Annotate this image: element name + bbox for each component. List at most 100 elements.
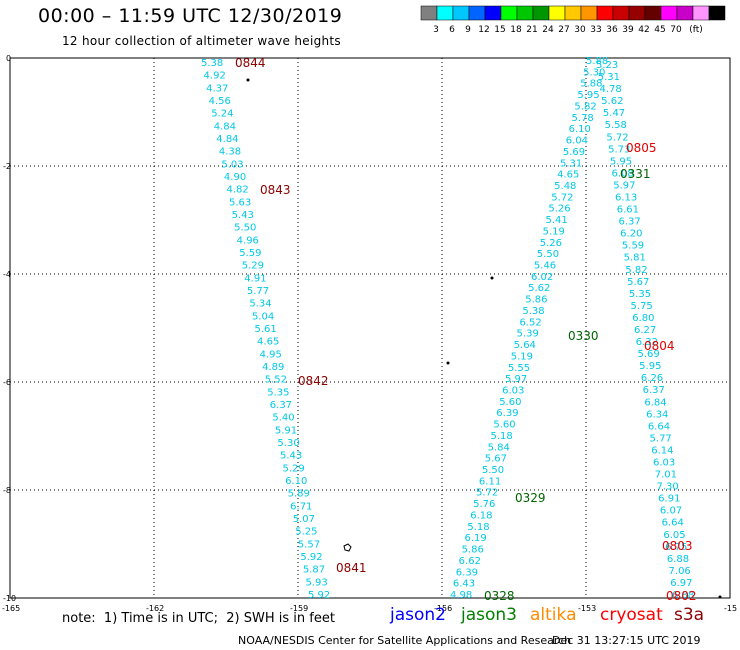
wave-height-value: 6.08 xyxy=(612,168,634,179)
wave-height-value: 6.37 xyxy=(618,217,640,228)
wave-height-value: 5.97 xyxy=(613,180,635,191)
wave-height-value: 4.89 xyxy=(262,362,284,373)
wave-height-value: 6.61 xyxy=(617,205,639,216)
wave-height-value: 5.18 xyxy=(491,431,513,442)
wave-height-value: 5.38 xyxy=(522,306,544,317)
island-mark xyxy=(490,276,494,280)
time-label: 0803 xyxy=(662,539,693,553)
satellite-cryosat: cryosat xyxy=(600,605,663,625)
wave-height-value: 4.90 xyxy=(224,172,246,183)
wave-height-value: 6.10 xyxy=(285,476,307,487)
x-tick-label: -159 xyxy=(290,604,308,613)
scale-label: 36 xyxy=(606,25,618,35)
wave-height-value: 4.37 xyxy=(206,83,228,94)
scale-label: (ft) xyxy=(689,25,703,35)
wave-height-value: 5.72 xyxy=(606,132,628,143)
wave-height-value: 4.82 xyxy=(226,185,248,196)
wave-height-value: 6.91 xyxy=(658,494,680,505)
time-label: 0842 xyxy=(298,374,329,388)
wave-height-value: 7.30 xyxy=(656,482,678,493)
wave-height-value: 5.52 xyxy=(265,375,287,386)
scale-label: 27 xyxy=(558,25,569,35)
wave-height-value: 5.81 xyxy=(624,253,646,264)
wave-height-value: 5.29 xyxy=(283,463,305,474)
wave-height-value: 5.75 xyxy=(631,301,653,312)
wave-height-value: 7.06 xyxy=(669,566,691,577)
time-label: 0844 xyxy=(235,56,266,70)
wave-height-value: 6.19 xyxy=(464,533,486,544)
wave-height-value: 4.91 xyxy=(244,273,266,284)
wave-height-value: 5.77 xyxy=(650,433,672,444)
wave-height-value: 5.26 xyxy=(548,204,570,215)
wave-height-value: 5.03 xyxy=(221,159,243,170)
wave-height-value: 6.39 xyxy=(496,408,518,419)
wave-height-value: 5.82 xyxy=(574,101,596,112)
time-label: 0329 xyxy=(515,491,546,505)
wave-height-value: 6.34 xyxy=(646,409,668,420)
wave-height-value: 5.62 xyxy=(601,96,623,107)
scale-label: 42 xyxy=(638,25,649,35)
wave-height-value: 6.97 xyxy=(670,578,692,589)
wave-height-value: 5.55 xyxy=(508,363,530,374)
scale-label: 39 xyxy=(622,25,634,35)
wave-height-value: 6.71 xyxy=(290,501,312,512)
wave-height-value: 6.37 xyxy=(643,385,665,396)
satellite-jason2: jason2 xyxy=(390,605,446,625)
wave-height-value: 6.52 xyxy=(519,317,541,328)
wave-height-value: 5.57 xyxy=(298,539,320,550)
wave-height-value: 6.05 xyxy=(663,530,685,541)
wave-height-value: 5.73 xyxy=(608,144,630,155)
x-tick-label: -156 xyxy=(434,604,452,613)
wave-height-value: 5.60 xyxy=(499,397,521,408)
wave-height-value: 6.43 xyxy=(453,579,475,590)
scale-label: 9 xyxy=(465,25,471,35)
wave-height-value: 5.88 xyxy=(580,79,602,90)
scale-label: 24 xyxy=(542,25,554,35)
scale-swatch xyxy=(708,5,726,21)
wave-height-value: 5.40 xyxy=(272,413,294,424)
wave-height-value: 5.60 xyxy=(493,420,515,431)
satellite-altika: altika xyxy=(530,605,577,625)
y-tick-label: 0 xyxy=(6,54,11,63)
scale-label: 12 xyxy=(478,25,489,35)
wave-height-value: 6.75 xyxy=(665,542,687,553)
wave-height-value: 5.18 xyxy=(467,522,489,533)
y-tick-label: -4 xyxy=(3,270,11,279)
wave-height-value: 5.61 xyxy=(255,324,277,335)
wave-height-value: 4.78 xyxy=(599,84,621,95)
wave-height-value: 6.39 xyxy=(456,567,478,578)
wave-height-value: 5.89 xyxy=(288,489,310,500)
wave-height-value: 6.27 xyxy=(634,325,656,336)
wave-height-value: 5.07 xyxy=(293,514,315,525)
island-mark xyxy=(246,78,250,82)
wave-height-value: 5.38 xyxy=(201,58,223,69)
time-label: 0804 xyxy=(644,339,675,353)
color-scale-legend: 3 6 9 12 15 18 21 24 27 30 33 36 39 42 45 70 (ft) xyxy=(420,5,726,35)
wave-height-value: 6.84 xyxy=(644,397,666,408)
wave-height-value: 5.30 xyxy=(277,438,299,449)
wave-height-value: 5.50 xyxy=(234,223,256,234)
time-label: 0805 xyxy=(626,141,657,155)
wave-height-value: 5.69 xyxy=(563,147,585,158)
time-label: 0331 xyxy=(620,167,651,181)
scale-label: 45 xyxy=(654,25,665,35)
wave-height-value: 6.26 xyxy=(641,373,663,384)
wave-height-value: 4.38 xyxy=(219,147,241,158)
wave-height-value: 6.03 xyxy=(502,385,524,396)
wave-height-value: 5.41 xyxy=(545,215,567,226)
wave-height-value: 4.95 xyxy=(260,349,282,360)
wave-height-value: 5.67 xyxy=(627,277,649,288)
wave-height-value: 5.93 xyxy=(305,577,327,588)
wave-height-value: 5.50 xyxy=(482,465,504,476)
wave-height-value: 5.95 xyxy=(610,156,632,167)
satellite-jason3: jason3 xyxy=(461,605,517,625)
wave-height-value: 6.64 xyxy=(648,421,670,432)
wave-height-value: 6.14 xyxy=(651,445,673,456)
wave-height-value: 5.50 xyxy=(537,249,559,260)
footer-timestamp: Dec 31 13:27:15 UTC 2019 xyxy=(552,634,701,647)
wave-height-value: 5.19 xyxy=(543,226,565,237)
wave-height-value: 5.77 xyxy=(247,286,269,297)
wave-height-value: 5.48 xyxy=(554,181,576,192)
wave-height-value: 4.56 xyxy=(209,96,231,107)
x-tick-label: -153 xyxy=(578,604,596,613)
